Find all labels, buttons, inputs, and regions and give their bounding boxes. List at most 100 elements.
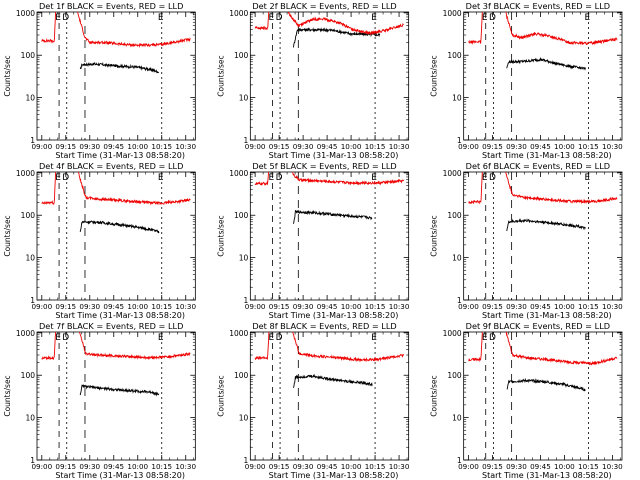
lld-series-line: [41, 12, 191, 49]
y-tick-label: 100: [21, 51, 36, 60]
events-series-line: [293, 27, 381, 48]
events-series-line: [293, 209, 373, 224]
time-marker-label: E: [269, 333, 275, 343]
x-tick-label: 09:45: [317, 302, 338, 311]
y-tick-label: 1: [457, 456, 462, 465]
panel-title: Det 9f BLACK = Events, RED = LLD: [466, 321, 610, 331]
x-tick-label: 09:45: [103, 142, 124, 151]
x-tick-label: 09:30: [293, 142, 314, 151]
x-tick-label: 10:30: [175, 462, 196, 471]
lld-series-line: [41, 172, 191, 206]
x-tick-label: 10:00: [127, 302, 148, 311]
x-tick-label: 09:00: [245, 142, 266, 151]
x-tick-label: 09:30: [79, 462, 100, 471]
y-tick-label: 1: [457, 136, 462, 145]
x-tick-label: 10:15: [365, 302, 386, 311]
plot-frame: [36, 171, 196, 301]
x-tick-label: 09:00: [31, 462, 52, 471]
y-tick-label: 100: [447, 51, 462, 60]
y-tick-label: 10: [239, 94, 249, 103]
x-tick-label: 09:30: [506, 142, 527, 151]
y-tick-label: 1: [30, 456, 35, 465]
events-series-line: [79, 384, 160, 397]
x-tick-label: 09:15: [55, 462, 76, 471]
x-tick-label: 09:00: [31, 302, 52, 311]
x-tick-label: 09:15: [269, 462, 290, 471]
y-tick-label: 100: [447, 371, 462, 380]
x-tick-label: 09:00: [245, 462, 266, 471]
panel-title: Det 2f BLACK = Events, RED = LLD: [252, 1, 396, 11]
lld-series-line: [254, 332, 405, 363]
y-tick-label: 100: [21, 211, 36, 220]
lld-series-line: [41, 332, 191, 361]
lld-series-line: [468, 12, 618, 46]
detector-panel: Det 4f BLACK = Events, RED = LLD 1 10 100 10…: [3, 161, 197, 320]
x-tick-label: 09:00: [245, 302, 266, 311]
y-tick-label: 1000: [443, 329, 462, 338]
lld-series-line: [468, 332, 618, 366]
panel-title: Det 8f BLACK = Events, RED = LLD: [252, 321, 396, 331]
x-tick-label: 10:00: [341, 462, 362, 471]
panel-title: Det 7f BLACK = Events, RED = LLD: [39, 321, 183, 331]
y-tick-label: 100: [447, 211, 462, 220]
x-tick-label: 09:00: [458, 462, 479, 471]
y-tick-label: 1000: [16, 169, 35, 178]
x-tick-label: 10:00: [127, 462, 148, 471]
time-marker-label: D: [489, 173, 496, 183]
y-axis-label: Counts/sec: [3, 55, 12, 96]
detector-panel: Det 2f BLACK = Events, RED = LLD 1 10 100 10…: [216, 1, 410, 160]
x-tick-label: 10:15: [365, 462, 386, 471]
plot-frame: [463, 171, 623, 301]
x-axis-label: Start Time (31-Mar-13 08:58:20): [269, 151, 399, 160]
y-tick-label: 10: [239, 254, 249, 263]
x-tick-label: 09:15: [482, 302, 503, 311]
x-tick-label: 09:30: [506, 462, 527, 471]
panel-title: Det 6f BLACK = Events, RED = LLD: [466, 161, 610, 171]
y-axis-label: Counts/sec: [430, 55, 439, 96]
detector-panel: Det 3f BLACK = Events, RED = LLD 1 10 100 10…: [430, 1, 624, 160]
y-tick-label: 10: [239, 414, 249, 423]
detector-panel: Det 8f BLACK = Events, RED = LLD 1 10 100 10…: [216, 321, 410, 480]
y-tick-label: 10: [25, 414, 35, 423]
y-tick-label: 100: [21, 371, 36, 380]
x-tick-label: 09:00: [458, 142, 479, 151]
x-tick-label: 09:15: [482, 462, 503, 471]
time-marker-label: E: [269, 13, 275, 23]
x-axis-label: Start Time (31-Mar-13 08:58:20): [269, 311, 399, 320]
events-series-line: [506, 218, 586, 232]
y-tick-label: 10: [25, 254, 35, 263]
x-tick-label: 10:00: [127, 142, 148, 151]
plot-frame: [249, 171, 410, 301]
y-axis-label: Counts/sec: [216, 55, 225, 96]
y-tick-label: 1000: [443, 169, 462, 178]
x-tick-label: 10:30: [175, 142, 196, 151]
y-tick-label: 1000: [16, 9, 35, 18]
time-marker-label: E: [482, 13, 488, 23]
x-tick-label: 10:15: [151, 302, 172, 311]
time-marker-label: E: [158, 13, 164, 23]
y-tick-label: 100: [234, 211, 249, 220]
x-tick-label: 09:15: [55, 142, 76, 151]
x-tick-label: 10:00: [554, 142, 575, 151]
time-marker-label: D: [276, 13, 283, 23]
plot-frame: [463, 11, 623, 141]
plot-frame: [36, 331, 196, 461]
plot-frame: [36, 11, 196, 141]
time-marker-label: E: [482, 173, 488, 183]
lld-series-line: [254, 172, 405, 187]
y-tick-label: 1: [244, 296, 249, 305]
x-tick-label: 09:15: [269, 142, 290, 151]
y-tick-label: 1000: [229, 9, 248, 18]
x-axis-label: Start Time (31-Mar-13 08:58:20): [55, 151, 185, 160]
x-tick-label: 10:30: [602, 302, 623, 311]
time-marker-label: E: [371, 13, 377, 23]
x-tick-label: 09:45: [317, 462, 338, 471]
time-marker-label: E: [482, 333, 488, 343]
detector-panel: Det 1f BLACK = Events, RED = LLD 1 10 100 10…: [3, 1, 197, 160]
y-tick-label: 1000: [229, 169, 248, 178]
x-tick-label: 09:30: [79, 302, 100, 311]
x-tick-label: 09:15: [482, 142, 503, 151]
x-tick-label: 09:30: [506, 302, 527, 311]
x-tick-label: 10:15: [578, 462, 599, 471]
lld-series-line: [254, 12, 404, 36]
